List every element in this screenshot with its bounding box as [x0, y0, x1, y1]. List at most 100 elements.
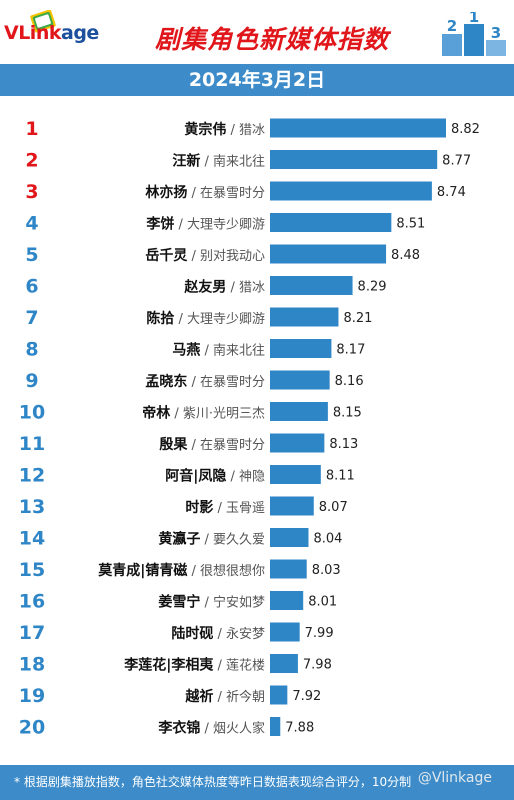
character-name: 帝林	[142, 405, 170, 422]
character-name: 陈拾	[146, 310, 174, 327]
data-bar	[270, 717, 281, 736]
rank-label: 11	[19, 433, 45, 455]
label-separator: /	[226, 470, 239, 485]
label-separator: /	[187, 249, 200, 264]
value-label: 8.48	[391, 248, 420, 263]
data-bar	[270, 559, 307, 579]
value-label: 8.04	[313, 532, 342, 547]
value-label: 8.15	[333, 406, 362, 421]
drama-name: 猎冰	[239, 123, 265, 138]
value-label: 8.17	[336, 343, 365, 358]
data-bar	[270, 307, 339, 327]
bar-label: 阿音|凤隐 / 神隐	[165, 468, 265, 485]
data-bar	[270, 496, 314, 516]
label-separator: /	[200, 533, 213, 548]
drama-name: 南来北往	[213, 343, 265, 359]
character-name: 姜雪宁	[158, 594, 200, 611]
rank-label: 8	[25, 339, 38, 361]
podium-label-3: 3	[491, 24, 501, 42]
podium-label-2: 2	[447, 17, 457, 35]
header: VLinkage 剧集角色新媒体指数 2 1 3	[0, 0, 514, 64]
character-name: 越祈	[184, 688, 213, 705]
character-name: 殷果	[159, 436, 188, 453]
character-name: 林亦扬	[145, 184, 187, 201]
label-separator: /	[174, 218, 187, 233]
rank-label: 20	[19, 717, 45, 739]
drama-name: 神隐	[239, 470, 265, 485]
value-label: 8.29	[358, 280, 387, 295]
label-separator: /	[213, 659, 226, 674]
drama-name: 南来北往	[213, 154, 265, 170]
label-separator: /	[200, 722, 213, 737]
bar-label: 李莲花|李相夷 / 莲花楼	[123, 657, 265, 674]
rank-label: 3	[25, 181, 38, 203]
data-bar	[270, 622, 300, 642]
rank-label: 18	[19, 654, 45, 676]
value-label: 8.51	[396, 217, 425, 232]
drama-name: 很想很想你	[200, 563, 265, 579]
character-name: 李饼	[145, 216, 174, 233]
drama-name: 在暴雪时分	[200, 375, 265, 390]
data-bar	[270, 244, 387, 264]
date-banner: 2024年3月2日	[0, 64, 514, 96]
data-bar	[270, 465, 321, 484]
vlinkage-logo	[30, 10, 56, 33]
data-bar	[270, 654, 298, 673]
label-separator: /	[213, 627, 226, 642]
rank-label: 19	[19, 685, 45, 707]
data-bar	[270, 213, 392, 232]
label-separator: /	[170, 407, 183, 422]
bar-label: 林亦扬 / 在暴雪时分	[145, 184, 265, 201]
bar-label: 莫青成|锖青磁 / 很想很想你	[97, 562, 265, 579]
data-bar	[270, 118, 446, 138]
label-separator: /	[187, 375, 200, 390]
bar-label: 帝林 / 紫川·光明三杰	[142, 405, 265, 422]
character-name: 马燕	[172, 342, 200, 359]
label-separator: /	[226, 123, 239, 138]
bar-label: 李饼 / 大理寺少卿游	[145, 216, 265, 233]
bar-label: 岳千灵 / 别对我动心	[145, 247, 265, 264]
rank-label: 14	[19, 528, 45, 550]
data-bar	[270, 433, 325, 453]
label-separator: /	[187, 186, 200, 201]
drama-name: 大理寺少卿游	[187, 218, 265, 233]
rank-label: 2	[25, 150, 38, 172]
drama-name: 在暴雪时分	[200, 438, 265, 453]
label-separator: /	[200, 596, 213, 611]
drama-name: 紫川·光明三杰	[183, 407, 265, 422]
value-label: 8.01	[308, 595, 337, 610]
value-label: 7.88	[285, 721, 314, 736]
value-label: 8.03	[312, 563, 341, 578]
bar-label: 李衣锦 / 烟火人家	[157, 720, 265, 737]
value-label: 8.16	[335, 374, 364, 389]
data-bar	[270, 685, 288, 705]
drama-name: 别对我动心	[200, 249, 265, 264]
bar-label: 赵友男 / 猎冰	[183, 279, 265, 296]
bar-label: 孟晓东 / 在暴雪时分	[145, 373, 265, 390]
value-label: 8.13	[329, 437, 358, 452]
bar-label: 姜雪宁 / 宁安如梦	[158, 594, 265, 611]
drama-name: 玉骨遥	[226, 501, 265, 516]
drama-name: 莲花楼	[226, 658, 265, 674]
data-bar	[270, 181, 432, 201]
value-label: 7.92	[292, 689, 321, 704]
value-label: 8.82	[451, 122, 480, 137]
drama-name: 烟火人家	[213, 721, 265, 737]
data-bar	[270, 402, 328, 421]
bar-label: 黄宗伟 / 猎冰	[184, 121, 265, 138]
character-name: 李衣锦	[157, 720, 200, 737]
data-bar	[270, 591, 304, 610]
value-label: 8.07	[319, 500, 348, 515]
bar-label: 马燕 / 南来北往	[172, 342, 265, 359]
weibo-watermark: @Vlinkage	[417, 770, 492, 786]
character-name: 黄宗伟	[184, 121, 226, 138]
bar-label: 时影 / 玉骨遥	[185, 499, 265, 516]
drama-name: 要久久爱	[213, 533, 265, 548]
page-title: 剧集角色新媒体指数	[154, 25, 389, 54]
footer-note: * 根据剧集播放指数，角色社交媒体热度等昨日数据表现综合评分，10分制	[0, 765, 514, 800]
character-name: 岳千灵	[145, 247, 188, 264]
rank-label: 9	[25, 370, 38, 392]
label-separator: /	[213, 690, 226, 705]
bar-label: 越祈 / 祈今朝	[184, 688, 265, 705]
character-name: 孟晓东	[145, 373, 187, 390]
